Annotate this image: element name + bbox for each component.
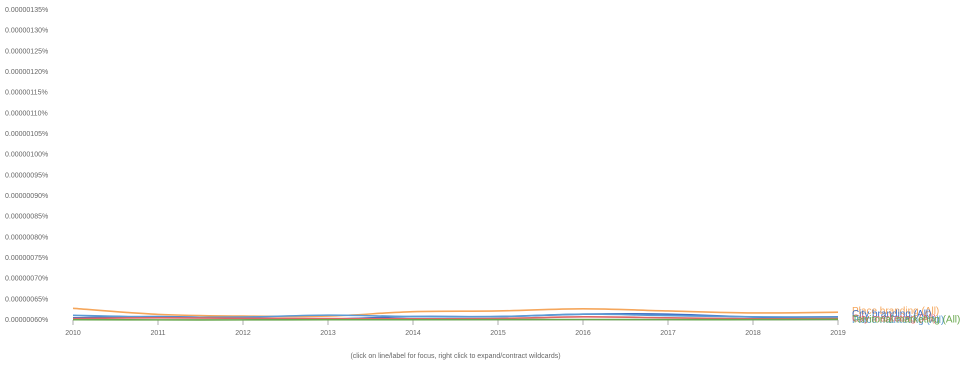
y-tick-label: 0.00000090% (5, 193, 48, 200)
x-tick-label: 2014 (405, 330, 421, 337)
y-tick-label: 0.00000130% (5, 28, 48, 35)
x-tick-label: 2015 (490, 330, 506, 337)
x-tick-label: 2010 (65, 330, 81, 337)
x-tick-label: 2018 (745, 330, 761, 337)
x-tick-label: 2017 (660, 330, 676, 337)
x-tick-label: 2019 (830, 330, 846, 337)
y-tick-label: 0.00000110% (5, 110, 48, 117)
y-tick-label: 0.00000115% (5, 90, 48, 97)
y-tick-label: 0.00000060% (5, 317, 48, 324)
y-axis-ticks: 0.00000135% 0.00000130% 0.00000125% 0.00000… (5, 7, 48, 324)
series-line-3[interactable] (72, 316, 839, 320)
y-tick-label: 0.00000135% (5, 7, 48, 14)
y-tick-label: 0.00000105% (5, 131, 48, 138)
y-tick-label: 0.00000065% (5, 296, 48, 303)
x-tick-label: 2013 (320, 330, 336, 337)
series-group[interactable] (72, 307, 839, 321)
series-label-4[interactable]: Territorial marketing (All) (852, 314, 960, 325)
y-tick-label: 0.00000120% (5, 69, 48, 76)
y-tick-label: 0.00000125% (5, 48, 48, 55)
series-label-2[interactable]: Place marketing (All) (852, 315, 944, 326)
y-tick-label: 0.00000095% (5, 172, 48, 179)
y-tick-label: 0.00000080% (5, 234, 48, 241)
series-label-1[interactable]: City branding (All) (852, 309, 931, 320)
series-line-0[interactable] (72, 307, 839, 318)
series-label-0[interactable]: Place branding (All) (852, 306, 939, 317)
series-line-4[interactable] (72, 318, 839, 321)
y-tick-label: 0.00000100% (5, 152, 48, 159)
x-tick-label: 2012 (235, 330, 251, 337)
x-tick-label: 2016 (575, 330, 591, 337)
y-tick-label: 0.00000085% (5, 214, 48, 221)
series-label-3[interactable]: City marketing (All) (852, 314, 936, 325)
footer-note: (click on line/label for focus, right cl… (350, 353, 560, 360)
y-tick-label: 0.00000075% (5, 255, 48, 262)
x-tick-label: 2011 (150, 330, 165, 337)
x-axis: 2010 2011 2012 2013 2014 2015 2016 2017 2018 2019 (65, 319, 846, 337)
series-labels[interactable]: Place branding (All)City branding (All)P… (852, 306, 960, 326)
y-tick-label: 0.00000070% (5, 276, 48, 283)
